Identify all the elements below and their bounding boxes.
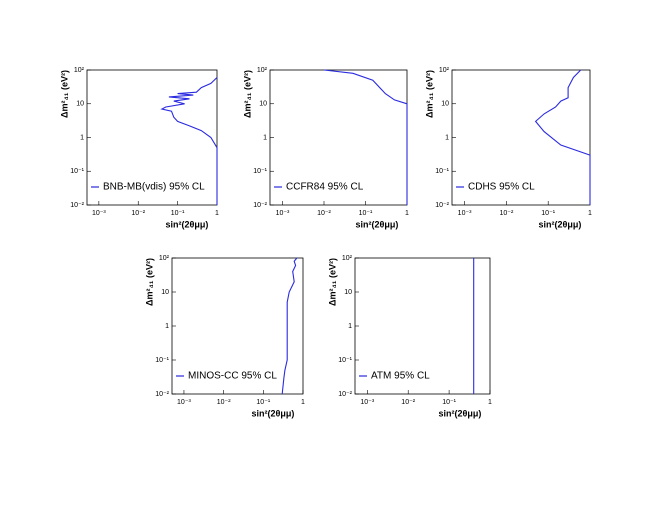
x-tick-label: 10⁻² — [499, 210, 513, 217]
y-axis-label: Δm²₄₁ (eV²) — [424, 70, 434, 118]
x-tick-label: 10⁻¹ — [256, 399, 270, 406]
y-tick-label: 1 — [348, 323, 352, 330]
y-tick-label: 10 — [76, 101, 84, 108]
data-line — [281, 257, 298, 395]
x-tick-label: 10⁻³ — [92, 210, 106, 217]
y-tick-label: 10 — [344, 289, 352, 296]
y-axis-label: Δm²₄₁ (eV²) — [144, 258, 154, 306]
x-tick-label: 10⁻¹ — [442, 399, 456, 406]
x-tick-label: 10⁻¹ — [541, 210, 555, 217]
y-tick-label: 10⁻² — [155, 391, 169, 398]
y-tick-label: 10⁻¹ — [155, 357, 169, 364]
x-tick-label: 10⁻³ — [177, 399, 191, 406]
y-axis-label: Δm²₄₁ (eV²) — [242, 70, 252, 118]
y-tick-label: 10⁻¹ — [253, 168, 267, 175]
data-line — [160, 77, 218, 205]
data-line — [323, 69, 408, 205]
y-tick-label: 10⁻² — [253, 202, 267, 209]
x-tick-label: 10⁻¹ — [171, 210, 185, 217]
x-axis-label: sin²(2θμμ) — [252, 408, 295, 418]
y-tick-label: 1 — [80, 134, 84, 141]
y-tick-label: 10⁻¹ — [70, 168, 84, 175]
y-tick-label: 10 — [441, 101, 449, 108]
legend-label: ATM 95% CL — [371, 371, 430, 382]
legend-label: BNB-MB(vdis) 95% CL — [103, 182, 205, 193]
y-tick-label: 10² — [342, 255, 353, 262]
x-tick-label: 1 — [588, 210, 592, 217]
x-tick-label: 10⁻² — [317, 210, 331, 217]
y-tick-label: 10⁻² — [70, 202, 84, 209]
y-tick-label: 1 — [445, 134, 449, 141]
y-tick-label: 10⁻¹ — [338, 357, 352, 364]
x-tick-label: 1 — [301, 399, 305, 406]
legend-label: CCFR84 95% CL — [286, 182, 364, 193]
y-tick-label: 10⁻² — [435, 202, 449, 209]
x-tick-label: 1 — [215, 210, 219, 217]
y-tick-label: 10⁻² — [338, 391, 352, 398]
x-axis-label: sin²(2θμμ) — [539, 219, 582, 229]
x-axis-label: sin²(2θμμ) — [166, 219, 209, 229]
x-tick-label: 1 — [488, 399, 492, 406]
x-tick-label: 10⁻³ — [276, 210, 290, 217]
x-axis-label: sin²(2θμμ) — [439, 408, 482, 418]
x-axis-label: sin²(2θμμ) — [356, 219, 399, 229]
y-tick-label: 10² — [159, 255, 170, 262]
legend-label: MINOS-CC 95% CL — [188, 371, 277, 382]
x-tick-label: 1 — [405, 210, 409, 217]
y-tick-label: 10 — [259, 101, 267, 108]
y-tick-label: 10 — [161, 289, 169, 296]
y-tick-label: 10² — [74, 67, 85, 74]
y-tick-label: 10⁻¹ — [435, 168, 449, 175]
legend-label: CDHS 95% CL — [468, 182, 535, 193]
x-tick-label: 10⁻² — [131, 210, 145, 217]
y-axis-label: Δm²₄₁ (eV²) — [327, 258, 337, 306]
y-tick-label: 1 — [263, 134, 267, 141]
x-tick-label: 10⁻³ — [458, 210, 472, 217]
y-tick-label: 1 — [165, 323, 169, 330]
y-axis-label: Δm²₄₁ (eV²) — [59, 70, 69, 118]
y-tick-label: 10² — [257, 67, 268, 74]
data-line — [534, 69, 591, 205]
x-tick-label: 10⁻³ — [360, 399, 374, 406]
x-tick-label: 10⁻¹ — [359, 210, 373, 217]
y-tick-label: 10² — [439, 67, 450, 74]
x-tick-label: 10⁻² — [217, 399, 231, 406]
x-tick-label: 10⁻² — [401, 399, 415, 406]
